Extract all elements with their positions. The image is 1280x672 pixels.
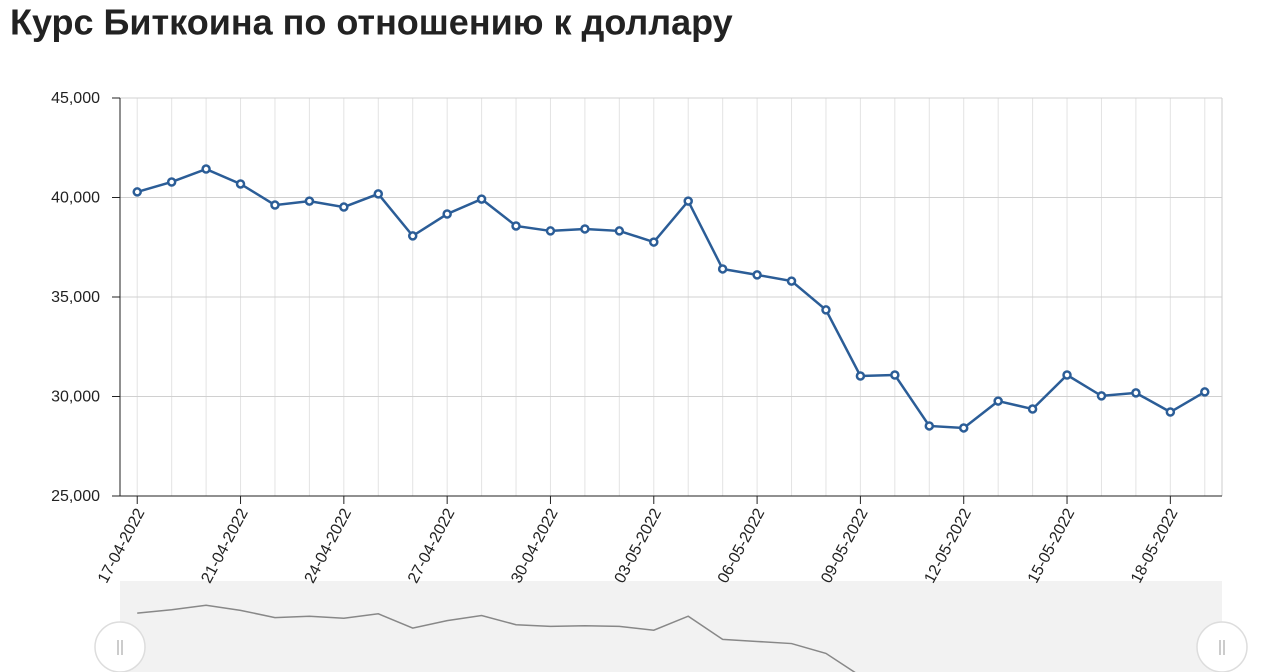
point xyxy=(614,226,625,236)
point xyxy=(132,187,142,197)
point xyxy=(476,194,487,204)
point xyxy=(821,305,831,315)
point xyxy=(407,231,418,241)
point xyxy=(717,264,728,274)
point xyxy=(235,179,246,189)
point xyxy=(511,221,521,231)
line xyxy=(136,167,1206,430)
point xyxy=(1062,370,1072,380)
point xyxy=(786,276,797,286)
point xyxy=(270,200,280,210)
point xyxy=(1200,387,1210,397)
chart-title: Курс Биткоина по отношению к доллару xyxy=(10,2,733,43)
x-tick-label: 30-04-2022 xyxy=(508,506,561,586)
x-tick-label: 17-04-2022 xyxy=(95,506,148,586)
navigator-line xyxy=(137,604,856,672)
point xyxy=(339,202,349,212)
y-tick-label: 25,000 xyxy=(51,488,100,505)
y-tick-label: 45,000 xyxy=(51,90,100,107)
y-tick-label: 35,000 xyxy=(51,289,100,306)
navigator-handle[interactable] xyxy=(1196,621,1248,672)
x-tick-label: 09-05-2022 xyxy=(818,506,871,586)
point xyxy=(958,423,969,433)
point xyxy=(649,237,659,247)
point xyxy=(1027,404,1038,414)
x-tick-label: 21-04-2022 xyxy=(198,506,251,586)
point xyxy=(1096,391,1107,401)
point xyxy=(580,224,590,234)
point xyxy=(993,396,1003,406)
point xyxy=(855,371,866,381)
point xyxy=(890,370,900,380)
point xyxy=(752,270,762,280)
point xyxy=(1131,388,1141,398)
y-tick-label: 40,000 xyxy=(51,190,100,207)
x-tick-label: 03-05-2022 xyxy=(612,506,665,586)
x-tick-label: 24-04-2022 xyxy=(302,506,355,586)
point xyxy=(304,196,315,206)
x-tick-label: 27-04-2022 xyxy=(405,506,458,586)
point xyxy=(442,209,452,219)
navigator xyxy=(120,581,1222,672)
x-tick-label: 15-05-2022 xyxy=(1025,506,1078,586)
x-tick-label: 06-05-2022 xyxy=(715,506,768,586)
point xyxy=(373,189,384,199)
point xyxy=(683,196,693,206)
y-tick-label: 30,000 xyxy=(51,389,100,406)
x-tick-label: 18-05-2022 xyxy=(1128,506,1181,586)
point xyxy=(1165,407,1176,417)
navigator-handle[interactable] xyxy=(94,621,146,672)
point xyxy=(201,164,211,174)
point xyxy=(166,177,177,187)
point xyxy=(924,421,935,431)
point xyxy=(545,226,556,236)
x-tick-label: 12-05-2022 xyxy=(922,506,975,586)
